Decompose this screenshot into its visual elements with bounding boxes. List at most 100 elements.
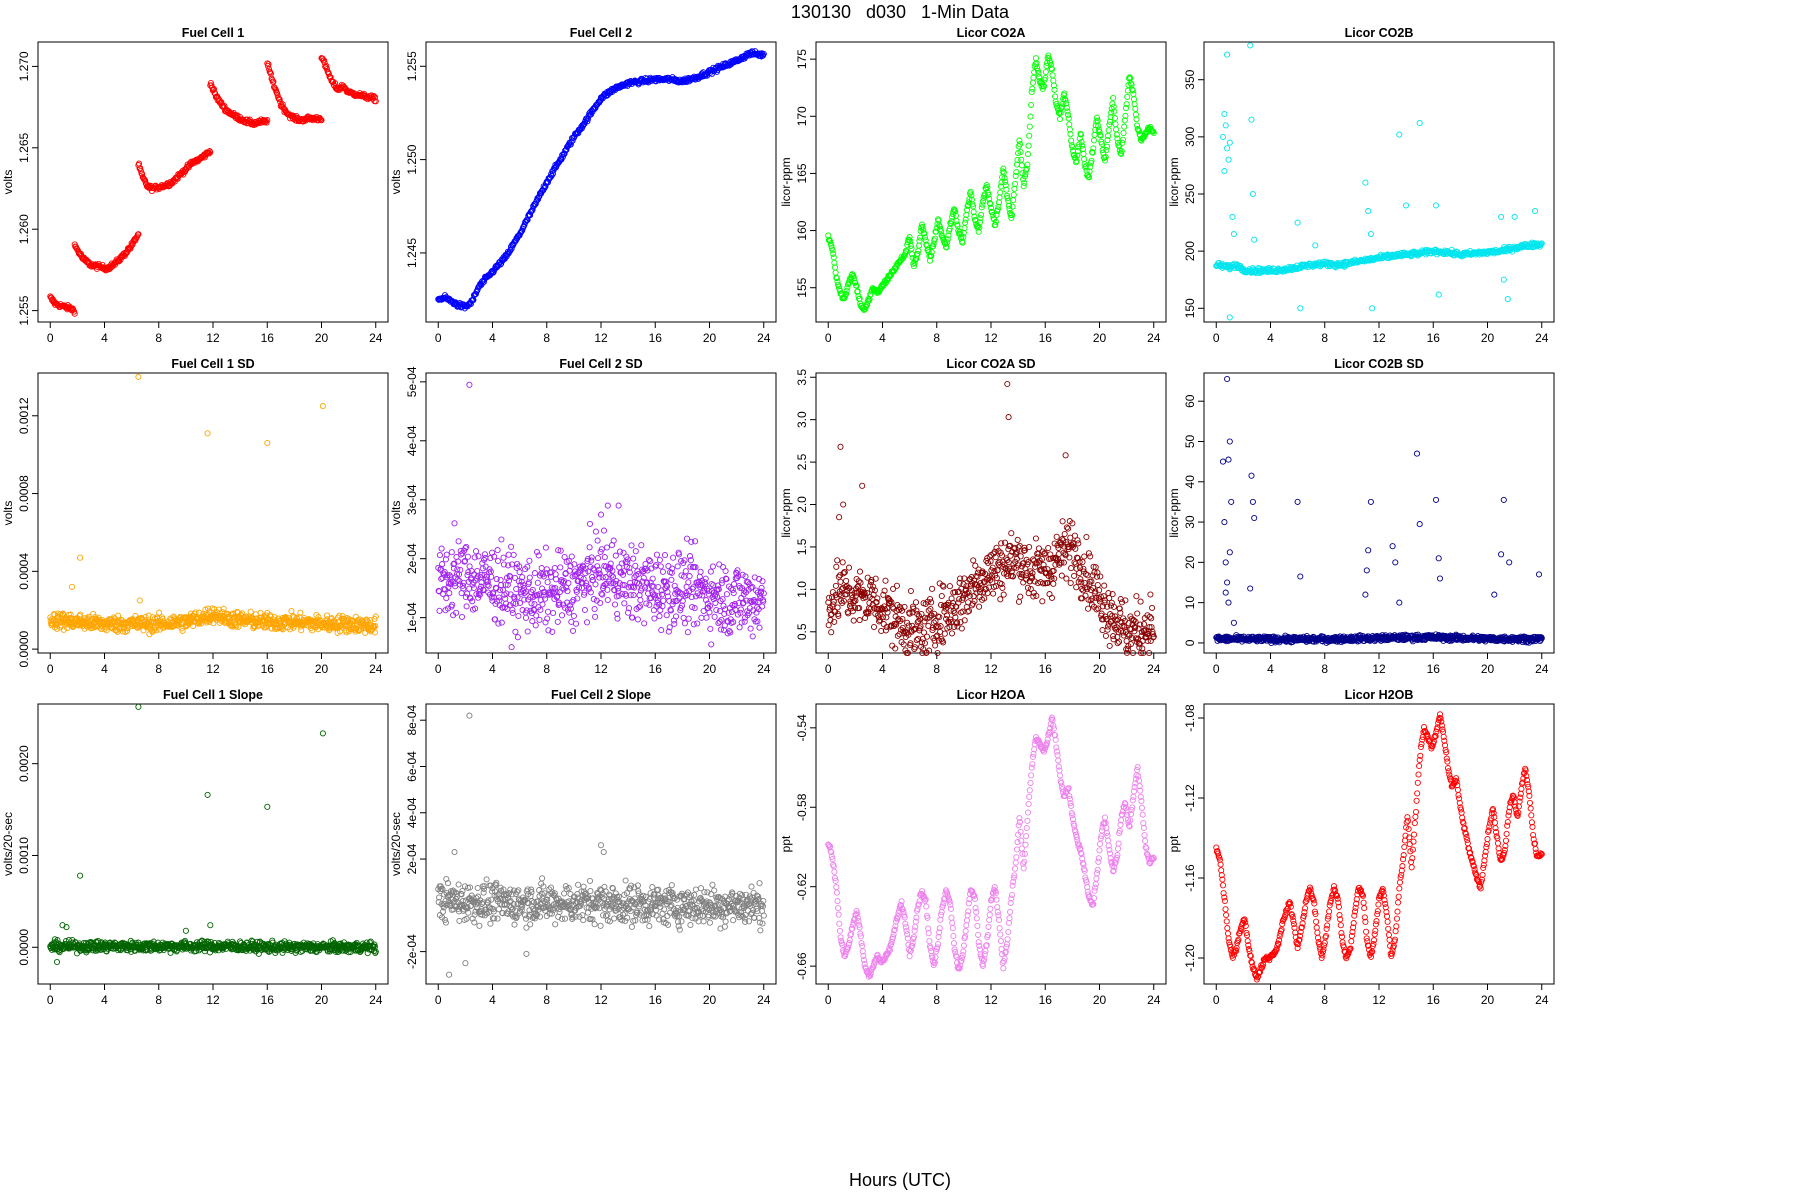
outlier-point: [1498, 213, 1505, 220]
point: [912, 599, 920, 606]
point: [995, 199, 1003, 206]
point: [455, 538, 462, 545]
x-tick-label: 0: [47, 662, 54, 676]
point: [1048, 594, 1056, 601]
point: [338, 84, 345, 91]
point: [1077, 131, 1085, 138]
point: [660, 597, 667, 604]
point: [759, 603, 766, 610]
y-tick-label: 30: [1183, 515, 1197, 529]
point: [681, 620, 688, 627]
point: [1067, 131, 1074, 138]
x-tick-label: 0: [435, 662, 442, 676]
point: [1020, 183, 1027, 190]
panel-title: Licor CO2A SD: [946, 357, 1035, 371]
point: [947, 220, 954, 227]
point: [1089, 149, 1096, 156]
point: [920, 226, 927, 233]
point: [958, 625, 965, 632]
data-points: [825, 380, 1157, 657]
point: [1087, 553, 1094, 560]
point: [756, 624, 763, 631]
point: [1032, 535, 1039, 542]
point: [288, 607, 295, 615]
point: [1106, 121, 1113, 128]
point: [443, 595, 450, 602]
panel-7: Licor CO2A SD0 4 8 12 16 20 240.51.01.52.02.53…: [779, 357, 1167, 676]
point: [906, 234, 913, 241]
point: [1028, 88, 1035, 96]
point: [1020, 579, 1027, 586]
point: [938, 592, 945, 600]
point: [1024, 161, 1031, 168]
point: [880, 621, 887, 628]
point: [987, 204, 995, 212]
point: [853, 282, 860, 289]
point: [928, 252, 935, 259]
panel-2: Fuel Cell 20 4 8 12 16 20 241.2451.2501.255vol…: [389, 26, 777, 345]
point: [472, 548, 480, 555]
point: [658, 627, 665, 634]
point: [1036, 73, 1043, 81]
y-axis-label: licor-ppm: [779, 488, 793, 537]
point: [1103, 143, 1110, 150]
panel-title: Licor CO2A: [957, 26, 1026, 40]
point: [834, 604, 841, 611]
point: [550, 609, 557, 617]
point: [832, 582, 839, 589]
point: [1018, 156, 1025, 163]
x-tick-label: 16: [1039, 662, 1053, 676]
y-tick-label: 2.5: [795, 453, 809, 470]
point: [650, 607, 658, 614]
point: [158, 184, 165, 191]
point: [592, 613, 599, 620]
point: [1102, 154, 1109, 161]
point: [663, 612, 670, 619]
point: [1122, 105, 1130, 112]
point: [1047, 61, 1054, 68]
point: [860, 306, 868, 314]
point: [707, 625, 714, 632]
point: [616, 564, 623, 571]
point: [708, 641, 715, 648]
x-tick-label: 8: [155, 331, 162, 345]
point: [592, 104, 599, 111]
point: [448, 549, 455, 556]
point: [1135, 128, 1143, 135]
point: [1099, 146, 1106, 154]
point: [852, 282, 860, 289]
outlier-point: [1004, 380, 1011, 388]
point: [325, 70, 332, 78]
point: [921, 640, 928, 647]
outlier-point: [136, 597, 143, 604]
point: [845, 564, 853, 571]
point: [1098, 140, 1106, 147]
panel-title: Licor CO2B SD: [1334, 357, 1424, 371]
point: [833, 275, 840, 282]
point: [1122, 112, 1129, 119]
point: [549, 170, 556, 177]
y-axis-label: licor-ppm: [779, 157, 793, 206]
point: [928, 249, 935, 256]
point: [1004, 195, 1011, 202]
point: [907, 587, 914, 595]
point: [1121, 117, 1128, 124]
point: [142, 177, 149, 184]
plot-frame: [1203, 372, 1555, 654]
point: [1016, 141, 1024, 148]
point: [1081, 553, 1088, 560]
point: [1111, 108, 1118, 115]
point: [529, 206, 536, 213]
point: [1059, 518, 1066, 525]
point: [634, 616, 641, 623]
point: [1104, 137, 1111, 144]
point: [492, 263, 499, 270]
point: [919, 224, 926, 231]
point: [734, 57, 741, 64]
point: [825, 622, 832, 629]
x-tick-label: 24: [369, 662, 383, 676]
point: [1095, 122, 1102, 129]
outlier-point: [1226, 314, 1233, 321]
point: [1018, 162, 1025, 169]
